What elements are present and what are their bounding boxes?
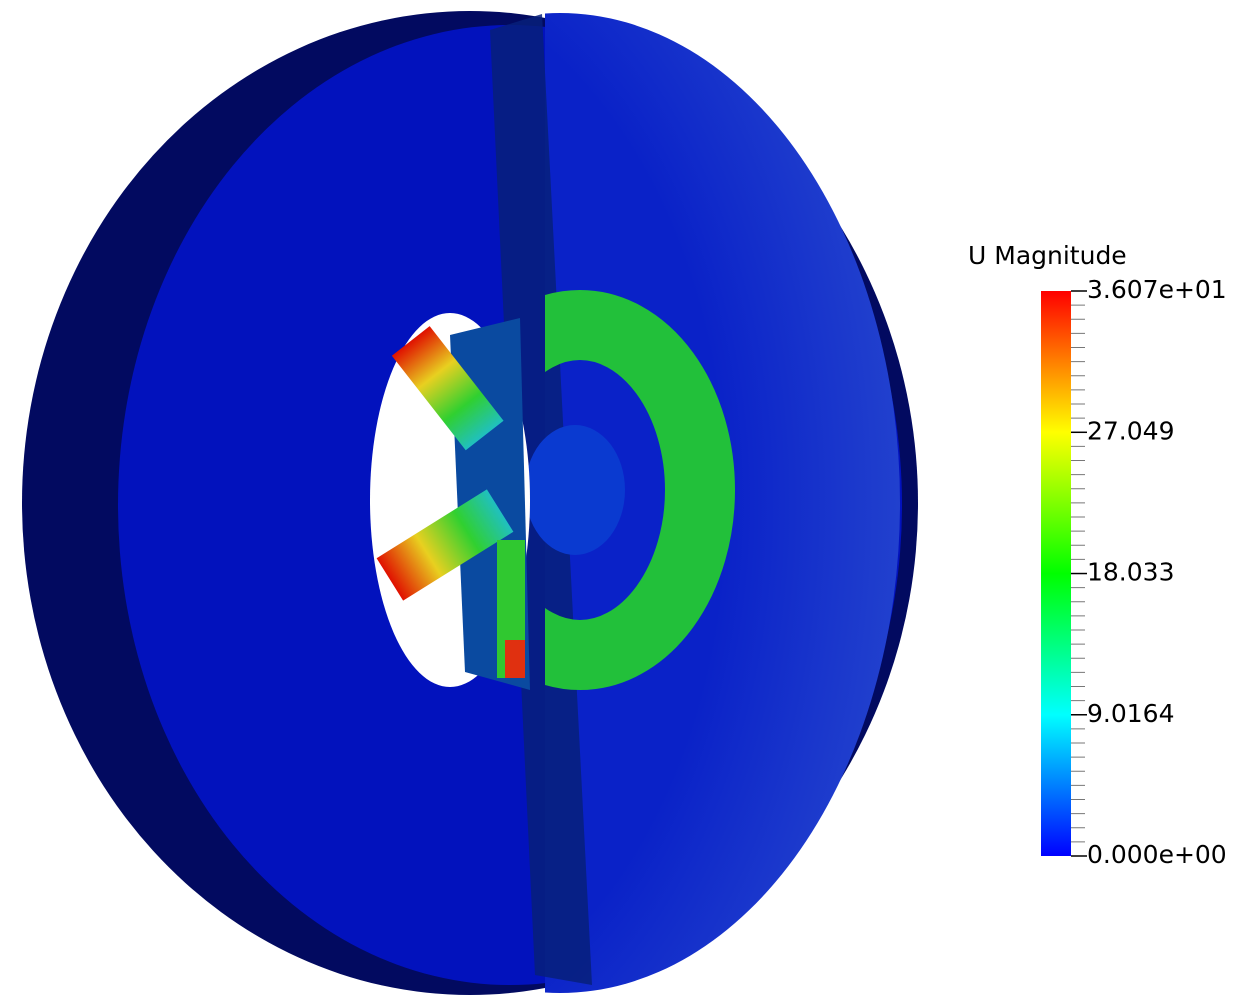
tick-label: 18.033	[1087, 558, 1174, 587]
colorbar-title: U Magnitude	[968, 241, 1127, 270]
spoke	[391, 326, 504, 451]
hub	[525, 425, 625, 555]
tick-label: 0.000e+00	[1087, 840, 1227, 869]
tick-label: 27.049	[1087, 416, 1174, 445]
stress-ring	[545, 290, 735, 690]
colorbar	[1041, 291, 1071, 856]
spoke	[376, 489, 514, 601]
spoke-tip	[505, 640, 525, 678]
disc-model	[22, 11, 918, 995]
tick-label: 9.0164	[1087, 699, 1174, 728]
tick-label: 3.607e+01	[1087, 275, 1227, 304]
colorbar-ticks: 3.607e+01 27.049 18.033 9.0164 0.000e+00	[1071, 275, 1227, 869]
